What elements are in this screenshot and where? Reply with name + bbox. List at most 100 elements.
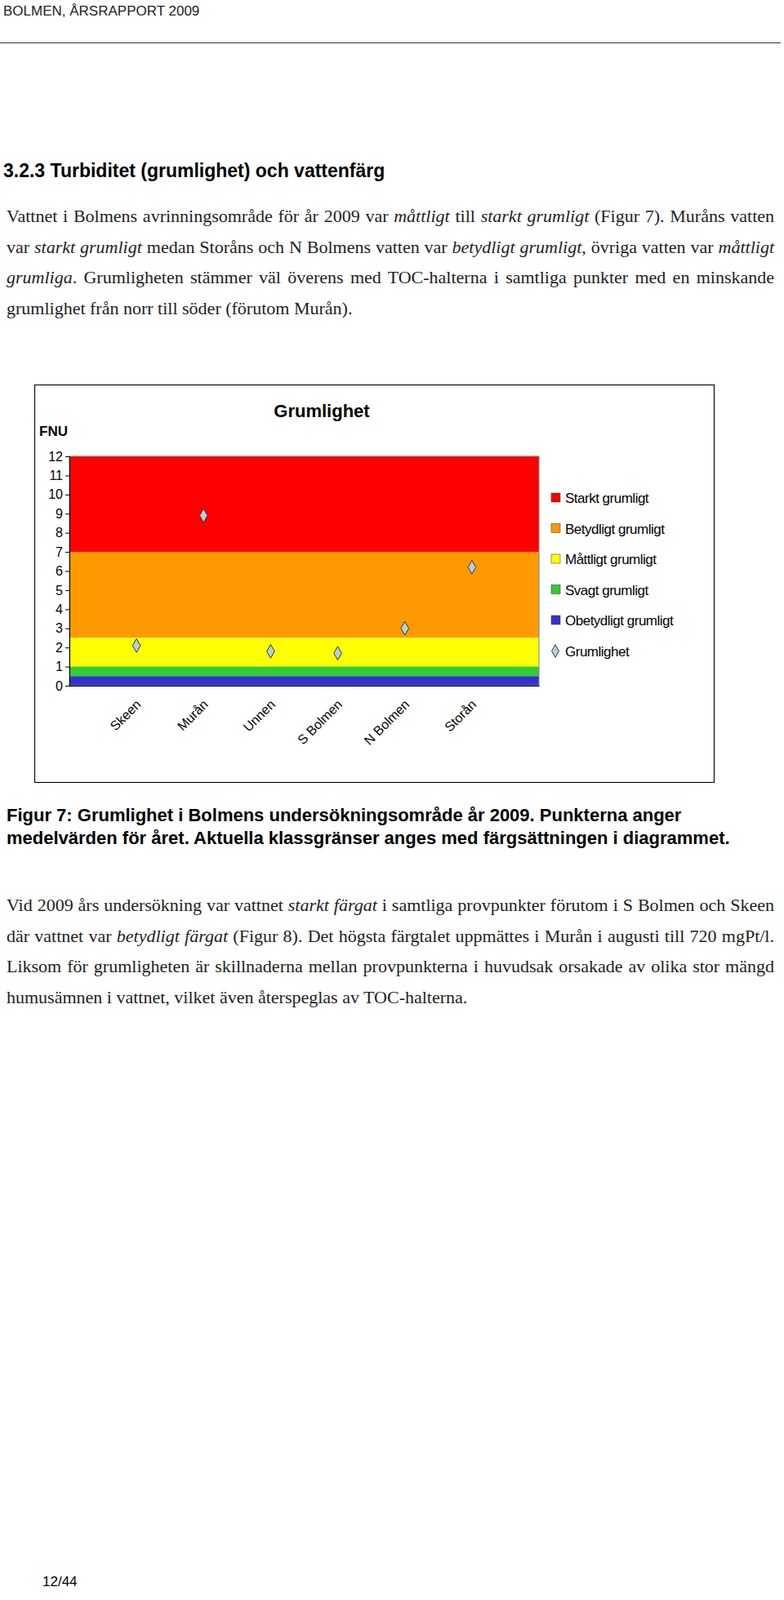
y-tick-mark: [65, 552, 70, 553]
y-tick: 5: [55, 583, 70, 598]
x-tick-label: Storån: [441, 697, 479, 735]
data-point: [199, 508, 208, 523]
data-point: [334, 646, 343, 661]
y-tick: 8: [55, 525, 70, 540]
y-tick-mark: [65, 590, 70, 592]
header-rule: [0, 42, 781, 44]
legend-label: Starkt grumligt: [565, 490, 650, 507]
paragraph: Vattnet i Bolmens avrinningsområde för å…: [6, 200, 775, 324]
y-tick: 1: [55, 659, 70, 674]
legend-label: Måttligt grumligt: [565, 552, 657, 568]
data-point: [267, 645, 276, 660]
y-tick-mark: [65, 456, 70, 458]
y-tick-label: 4: [55, 602, 63, 617]
class-band: [69, 667, 539, 678]
text-run: . Grumligheten stämmer väl överens med T…: [6, 267, 775, 319]
plot-area: [69, 456, 539, 686]
legend-label: Betydligt grumligt: [565, 521, 665, 538]
y-axis-line: [65, 457, 71, 687]
text-run: Vattnet i Bolmens avrinningsområde för å…: [6, 205, 394, 227]
y-tick-mark: [65, 686, 70, 687]
class-band: [69, 637, 539, 667]
x-tick-label: Murån: [174, 697, 211, 734]
x-tick-label: S Bolmen: [294, 697, 345, 748]
class-band: [69, 676, 539, 686]
y-tick: 12: [48, 449, 70, 464]
x-tick: Unnen: [240, 686, 278, 735]
y-tick-label: 0: [55, 679, 63, 694]
y-tick-mark: [65, 533, 70, 535]
y-tick: 11: [49, 468, 70, 483]
class-band: [69, 456, 539, 553]
legend-swatch: [551, 585, 561, 595]
y-tick: 6: [55, 564, 70, 579]
x-tick-label: N Bolmen: [361, 697, 413, 749]
figure-caption: Figur 7: Grumlighet i Bolmens undersökni…: [6, 804, 767, 851]
chart-frame: [35, 385, 715, 784]
x-tick: S Bolmen: [294, 686, 345, 748]
text-run: Vid 2009 års undersökning var vattnet: [6, 895, 289, 916]
data-point: [132, 639, 141, 654]
y-tick-mark: [65, 628, 70, 630]
y-tick: 0: [55, 679, 70, 694]
y-tick-mark: [65, 571, 70, 573]
y-tick-label: 6: [55, 564, 63, 579]
x-tick: Skeen: [107, 686, 144, 734]
data-point: [467, 560, 477, 575]
text-run: , övriga vatten var: [581, 236, 718, 258]
text-run: till: [449, 205, 482, 227]
y-tick-label: 5: [55, 583, 63, 598]
y-tick-label: 10: [48, 487, 63, 502]
text-run: medan Storåns och N Bolmens vatten var: [142, 236, 453, 258]
legend-label: Svagt grumligt: [565, 583, 649, 599]
x-tick: N Bolmen: [361, 686, 413, 749]
y-tick: 2: [55, 641, 70, 655]
legend-label: Obetydligt grumligt: [565, 613, 674, 629]
plot-frame: [69, 456, 539, 686]
legend-swatch: [551, 615, 561, 625]
chart-title: Grumlighet: [273, 400, 370, 422]
y-tick: 7: [55, 545, 70, 560]
page-header: BOLMEN, ÅRSRAPPORT 2009: [3, 3, 200, 20]
class-band: [69, 552, 539, 638]
y-tick-mark: [65, 667, 70, 669]
section-heading: 3.2.3 Turbiditet (grumlighet) och vatten…: [3, 160, 385, 183]
emphasis: starkt grumligt: [481, 205, 590, 227]
y-tick-label: 8: [55, 525, 63, 540]
y-tick-label: 1: [55, 659, 63, 674]
legend: Starkt grumligt Betydligt grumligt Måttlig…: [551, 490, 674, 660]
x-axis: Skeen Murån Unnen S Bolmen N Bolmen Storån: [70, 686, 540, 749]
legend-marker: [552, 645, 560, 659]
x-tick-label: Unnen: [240, 697, 278, 735]
y-tick-label: 12: [48, 449, 63, 464]
page-number: 12/44: [42, 1574, 78, 1591]
y-tick-mark: [65, 609, 70, 611]
y-axis-title: FNU: [39, 423, 68, 440]
data-point: [400, 621, 410, 636]
emphasis: starkt färgat: [288, 895, 378, 916]
y-tick-mark: [65, 513, 70, 515]
y-tick-label: 11: [49, 468, 63, 483]
legend-label: Grumlighet: [565, 644, 630, 660]
y-tick-label: 3: [55, 621, 63, 636]
y-tick-mark: [65, 475, 70, 477]
y-tick-label: 2: [55, 641, 63, 655]
y-tick-label: 9: [55, 507, 63, 522]
x-tick: Murån: [174, 686, 211, 734]
y-tick-label: 7: [55, 545, 63, 560]
y-axis: 0123456789101112: [48, 449, 70, 694]
y-tick: 4: [55, 602, 70, 617]
emphasis: betydligt färgat: [116, 926, 228, 947]
emphasis: måttligt: [393, 205, 450, 227]
legend-swatch: [551, 524, 561, 534]
x-tick-label: Skeen: [107, 697, 144, 734]
y-tick-mark: [65, 647, 70, 649]
x-axis-line: [70, 686, 540, 687]
emphasis: starkt grumligt: [34, 236, 143, 258]
y-tick-mark: [65, 494, 70, 496]
paragraph: Vid 2009 års undersökning var vattnet st…: [6, 890, 775, 1013]
chart: 0123456789101112SkeenMurånUnnenS BolmenN…: [34, 384, 715, 784]
legend-swatch: [551, 493, 561, 503]
legend-swatch: [551, 554, 561, 564]
y-tick: 10: [48, 487, 70, 502]
